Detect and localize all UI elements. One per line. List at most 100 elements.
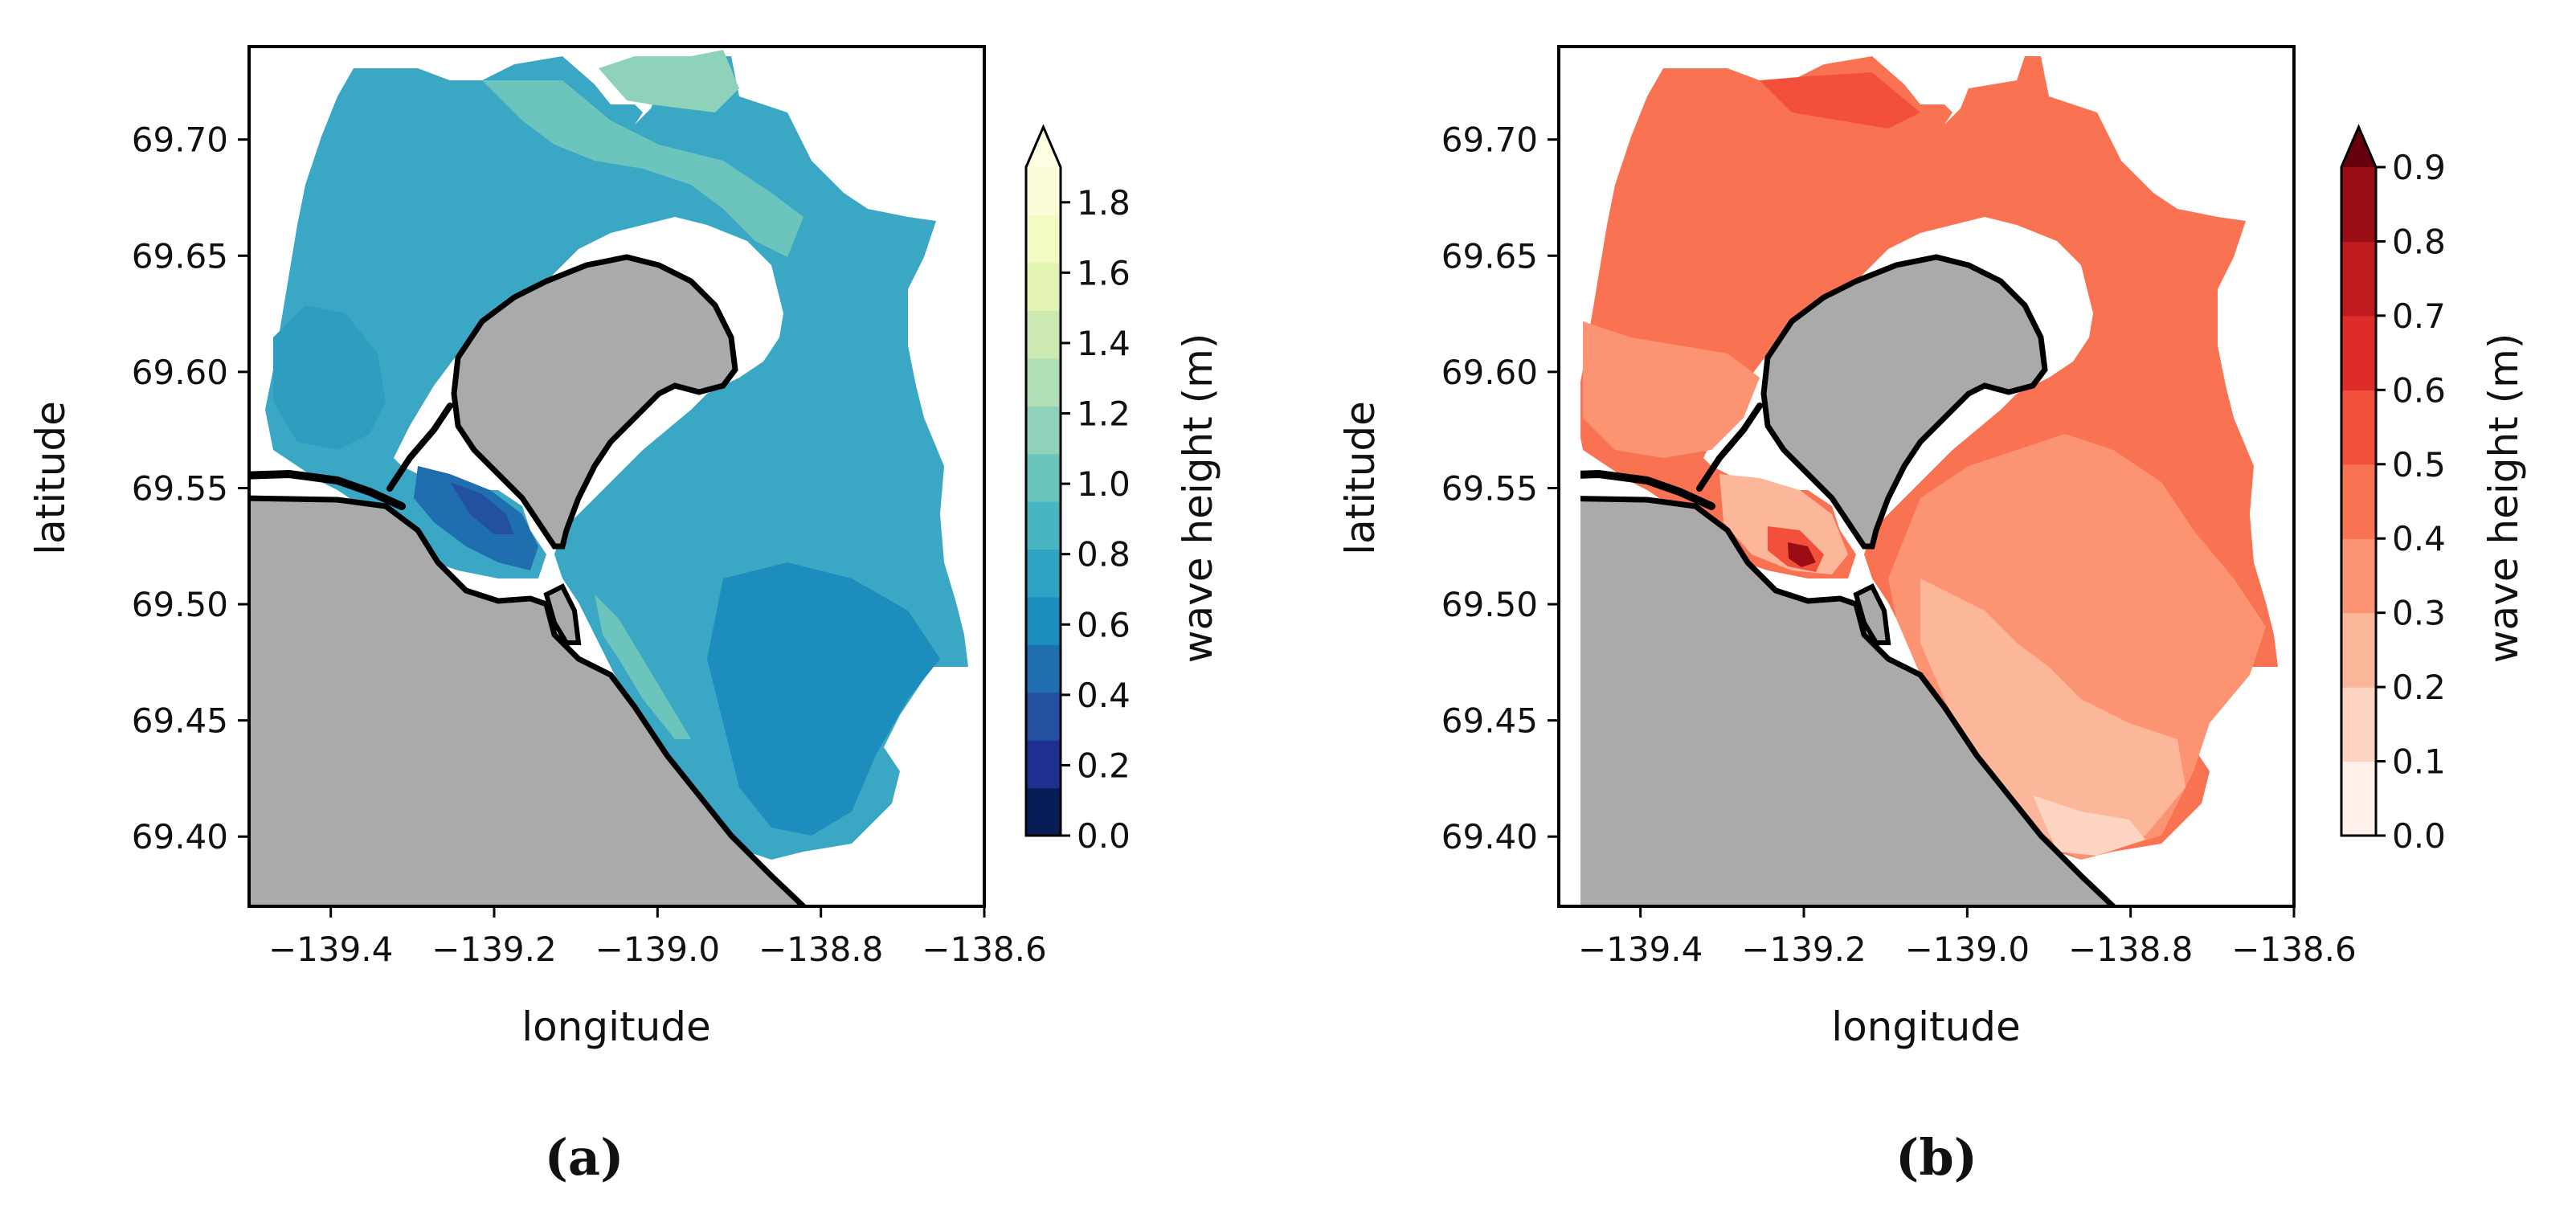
- colorbar-level: [1026, 787, 1061, 836]
- lowest-wave-patch-a: [450, 482, 514, 534]
- y-tick-label: 69.50: [1441, 585, 1538, 624]
- mainland-a: [249, 495, 808, 906]
- colorbar-level: [2341, 167, 2376, 243]
- colorbar-level: [2341, 687, 2376, 762]
- x-tick-label: −138.8: [2068, 930, 2193, 969]
- y-tick-label: 69.40: [1441, 817, 1538, 856]
- colorbar-tick-label: 0.2: [2392, 668, 2446, 707]
- x-tick-label: −139.4: [268, 930, 393, 969]
- colorbar-tick-label: 0.1: [2392, 742, 2446, 782]
- island-a: [451, 254, 738, 550]
- y-tick-label: 69.50: [132, 585, 228, 624]
- colorbar-level: [2341, 464, 2376, 539]
- inlet-peak-patch-b: [1788, 542, 1816, 567]
- colorbar-tick-label: 0.2: [1077, 746, 1131, 785]
- colorbar-level: [1026, 215, 1061, 264]
- colorbar-tick-label: 0.8: [2392, 222, 2446, 261]
- colorbar-level: [1026, 262, 1061, 311]
- colorbar-level: [2341, 761, 2376, 836]
- colorbar-tick-label: 1.6: [1077, 253, 1131, 292]
- x-tick-label: −139.0: [595, 930, 720, 969]
- colorbar-level: [1026, 740, 1061, 789]
- barrier-spit-a: [386, 403, 453, 492]
- colorbar-level: [2341, 315, 2376, 390]
- x-axis-label-a: longitude: [521, 1003, 711, 1050]
- colorbar-tick-label: 1.4: [1077, 324, 1131, 363]
- y-axis-label-a: latitude: [27, 401, 74, 555]
- x-tick-label: −139.0: [1905, 930, 2030, 969]
- panel-b: 69.40 69.45 69.50 69.55 69.60 69.65 69.70 −139…: [1288, 0, 2576, 1211]
- chart-b-svg: 69.40 69.45 69.50 69.55 69.60 69.65 69.70 −139…: [1337, 45, 2527, 1187]
- x-tick-label: −138.8: [758, 930, 883, 969]
- panel-caption-b: (b): [1895, 1128, 1977, 1187]
- y-axis-label-b: latitude: [1337, 401, 1384, 555]
- colorbar-tick-label: 0.0: [2392, 816, 2446, 856]
- x-tick-label: −138.6: [922, 930, 1046, 969]
- colorbar-level: [1026, 358, 1061, 407]
- colorbar-b: 0.0 0.1 0.2 0.3 0.4 0.5 0.6 0.7 0.8 0.9: [2340, 124, 2446, 856]
- high-wave-patch-a: [599, 50, 739, 112]
- colorbar-level: [1026, 549, 1061, 598]
- nw-high-patch-b: [1760, 72, 1920, 129]
- y-tick-label: 69.60: [1441, 353, 1538, 392]
- colorbar-level: [1026, 453, 1061, 502]
- colorbar-tick-label: 0.6: [2392, 370, 2446, 410]
- colorbar-level: [1026, 644, 1061, 693]
- west-low-patch-b: [1583, 321, 1760, 458]
- colorbar-level: [1026, 501, 1061, 550]
- colorbar-level: [2341, 612, 2376, 688]
- offshore-low-patch-a: [707, 562, 940, 836]
- y-tick-label: 69.55: [1441, 468, 1538, 508]
- inlet-islet-b: [1853, 582, 1891, 645]
- panel-caption-a: (a): [545, 1128, 624, 1187]
- x-tick-label: −138.6: [2231, 930, 2356, 969]
- panel-a: 69.40 69.45 69.50 69.55 69.60 69.65 69.70 −139…: [0, 0, 1288, 1211]
- colorbar-level: [2341, 241, 2376, 317]
- x-ticks-a: −139.4 −139.2 −139.0 −138.8 −138.6: [268, 906, 1047, 969]
- colorbar-outline: [2340, 124, 2378, 837]
- colorbar-label-a: wave height (m): [1175, 333, 1221, 664]
- mid-wave-patch-a: [482, 80, 803, 257]
- shore-lightest-patch-b: [2033, 795, 2145, 856]
- plot-frame-b: [1557, 45, 2296, 908]
- y-ticks-a: 69.40 69.45 69.50 69.55 69.60 69.65 69.70: [132, 121, 249, 856]
- x-tick-label: −139.2: [431, 930, 556, 969]
- colorbar-tick-label: 0.6: [1077, 605, 1131, 644]
- colorbar-extend-tip: [1026, 127, 1061, 167]
- barrier-islands-b: [1580, 469, 1715, 510]
- colorbar-tick-label: 0.4: [1077, 676, 1131, 715]
- colorbar-level: [1026, 692, 1061, 741]
- nearshore-lowest-patch-b: [1920, 578, 2186, 852]
- x-axis-label-b: longitude: [1831, 1003, 2021, 1050]
- y-tick-label: 69.45: [132, 701, 228, 741]
- colorbar-label-b: wave height (m): [2480, 333, 2527, 664]
- colorbar-tick-label: 0.7: [2392, 296, 2446, 336]
- x-ticks-b: −139.4 −139.2 −139.0 −138.8 −138.6: [1578, 906, 2357, 969]
- y-ticks-b: 69.40 69.45 69.50 69.55 69.60 69.65 69.70: [1441, 121, 1559, 856]
- y-tick-label: 69.40: [132, 817, 228, 856]
- y-tick-label: 69.55: [132, 468, 228, 508]
- colorbar-tick-label: 0.8: [1077, 535, 1131, 574]
- colorbar-level: [1026, 310, 1061, 359]
- colorbar-outline: [1024, 124, 1062, 837]
- colorbar-level: [2341, 390, 2376, 465]
- colorbar-tick-label: 0.3: [2392, 594, 2446, 633]
- colorbar-a: 0.0 0.2 0.4 0.6 0.8 1.0 1.2 1.4 1.6 1.8: [1024, 124, 1131, 856]
- y-tick-label: 69.65: [1441, 236, 1538, 276]
- colorbar-tick-label: 0.4: [2392, 519, 2446, 558]
- colorbar-extend-tip: [2341, 127, 2376, 167]
- shoal-patch-a: [595, 595, 691, 739]
- inlet-islet-a: [543, 582, 582, 645]
- x-tick-label: −139.4: [1578, 930, 1703, 969]
- colorbar-level: [1026, 406, 1061, 455]
- y-tick-label: 69.70: [132, 121, 228, 160]
- y-tick-label: 69.70: [1441, 121, 1538, 160]
- chart-a-svg: 69.40 69.45 69.50 69.55 69.60 69.65 69.70 −139…: [27, 45, 1221, 1187]
- plot-frame-a: [247, 45, 986, 908]
- colorbar-level: [1026, 596, 1061, 645]
- colorbar-tick-label: 0.9: [2392, 148, 2446, 187]
- y-tick-label: 69.45: [1441, 701, 1538, 741]
- colorbar-tick-label: 1.2: [1077, 394, 1131, 434]
- colorbar-tick-label: 1.8: [1077, 183, 1131, 223]
- y-tick-label: 69.65: [132, 236, 228, 276]
